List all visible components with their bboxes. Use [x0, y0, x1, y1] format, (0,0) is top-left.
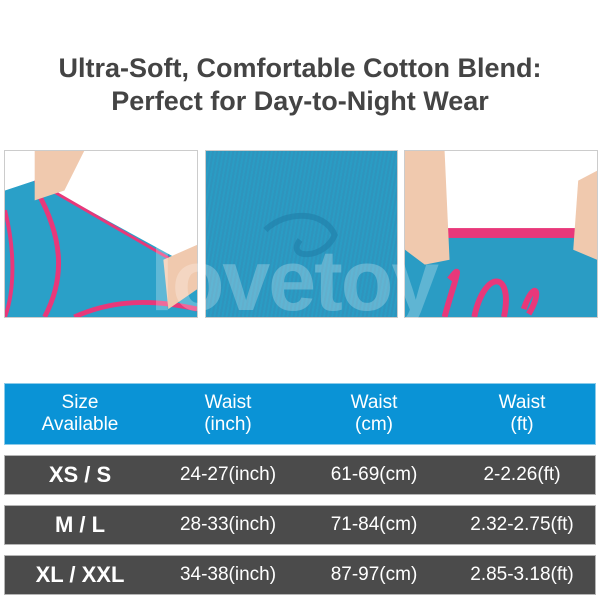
table-row: M / L 28-33(inch) 71-84(cm) 2.32-2.75(ft…: [4, 505, 596, 545]
fabric-swirl-photo: [205, 150, 398, 318]
header-size: Size Available: [41, 392, 119, 435]
table-row: XS / S 24-27(inch) 61-69(cm) 2-2.26(ft): [4, 455, 596, 495]
size-table-header: Size Available Waist (inch) Waist (cm) Wais…: [4, 383, 596, 445]
waistband-stretch-photo: [4, 150, 198, 318]
header-waist-ft: Waist (ft): [498, 392, 546, 435]
printed-waistband-photo: [404, 150, 598, 318]
header-waist-inch: Waist (inch): [204, 392, 252, 435]
table-row: XL / XXL 34-38(inch) 87-97(cm) 2.85-3.18…: [4, 555, 596, 595]
page-title: Ultra-Soft, Comfortable Cotton Blend: Pe…: [58, 53, 542, 116]
header-waist-cm: Waist (cm): [350, 392, 398, 435]
